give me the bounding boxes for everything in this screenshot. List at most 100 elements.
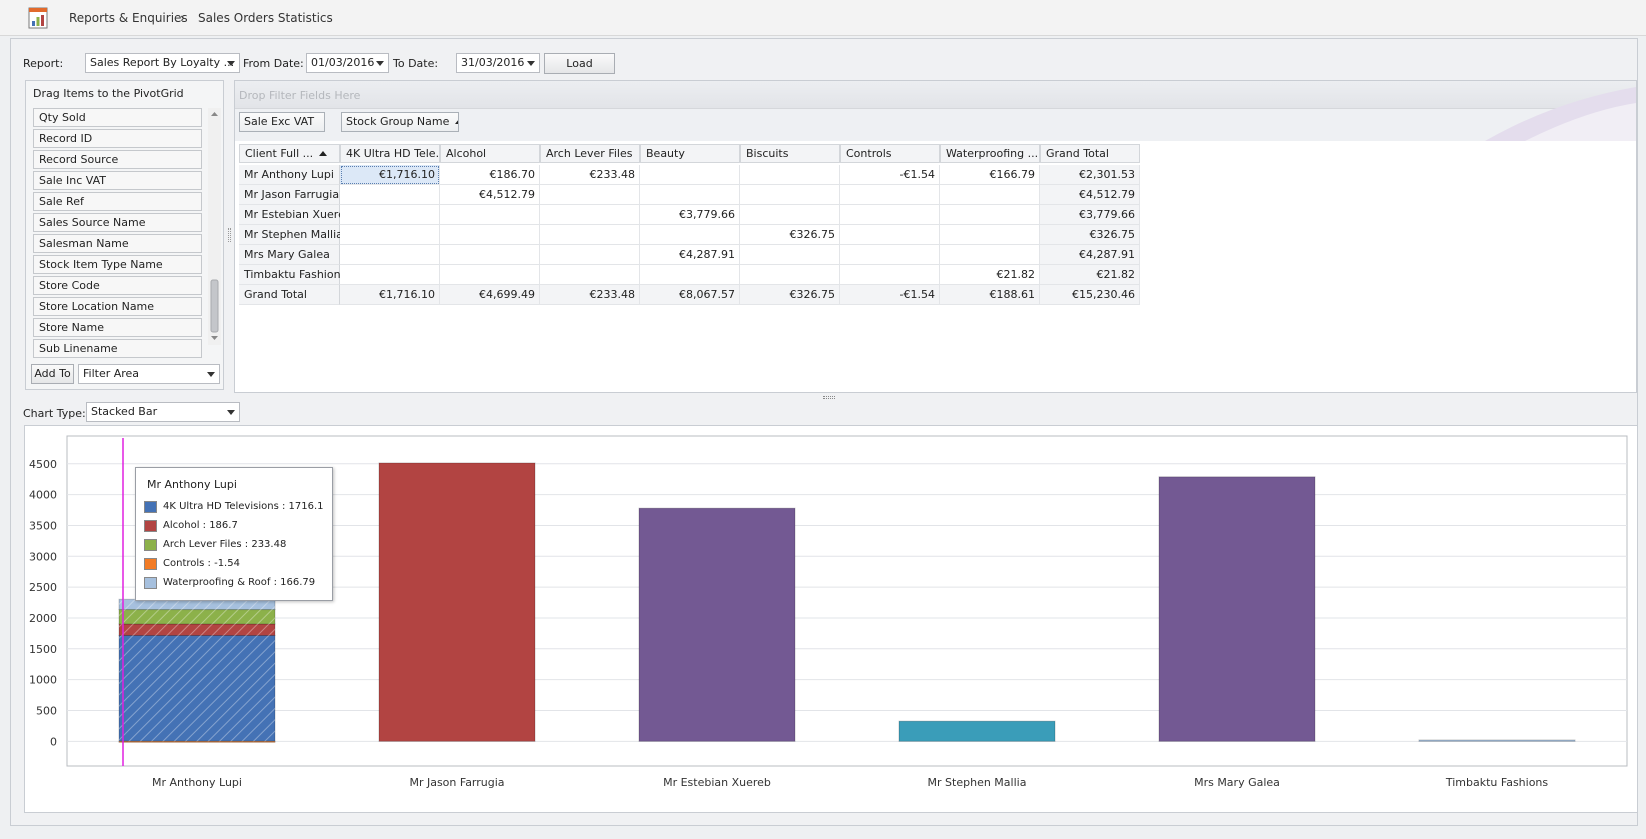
row-header[interactable]: Timbaktu Fashions (239, 265, 346, 285)
pivot-cell[interactable] (440, 205, 540, 225)
pivot-cell[interactable] (540, 245, 640, 265)
pivot-cell[interactable]: €4,512.79 (1040, 185, 1140, 205)
pivot-cell[interactable] (740, 245, 840, 265)
pivot-cell[interactable] (740, 205, 840, 225)
row-header[interactable]: Mr Estebian Xuereb (239, 205, 352, 225)
bar-segment[interactable] (118, 740, 276, 743)
pivot-cell[interactable] (840, 245, 940, 265)
pivot-cell[interactable] (340, 265, 440, 285)
column-header[interactable]: Beauty (640, 144, 740, 163)
pivot-cell[interactable] (440, 225, 540, 245)
pivot-cell[interactable] (540, 265, 640, 285)
column-header[interactable]: Waterproofing ... (940, 144, 1040, 163)
filter-drop-area[interactable]: Drop Filter Fields Here (235, 81, 1636, 109)
pivot-cell[interactable] (940, 225, 1040, 245)
pivot-cell[interactable] (940, 245, 1040, 265)
pivot-cell[interactable]: €2,301.53 (1040, 165, 1140, 185)
grand-total-row-header[interactable]: Grand Total (239, 285, 340, 305)
bar-segment[interactable] (1158, 476, 1316, 742)
bar-segment[interactable] (638, 507, 796, 742)
pivot-cell[interactable]: €4,699.49 (440, 285, 540, 305)
pivot-cell[interactable] (340, 205, 440, 225)
pivot-cell[interactable]: €233.48 (540, 285, 640, 305)
row-header[interactable]: Mr Anthony Lupi (239, 165, 340, 185)
field-list-item[interactable]: Record ID (33, 129, 202, 148)
column-field-stock-group-name[interactable]: Stock Group Name (341, 112, 459, 132)
pivot-cell[interactable] (640, 225, 740, 245)
pivot-cell[interactable]: €4,287.91 (640, 245, 740, 265)
row-header[interactable]: Mrs Mary Galea (239, 245, 340, 265)
column-header[interactable]: Biscuits (740, 144, 840, 163)
report-select[interactable]: Sales Report By Loyalty ... (85, 53, 240, 73)
pivot-cell[interactable] (640, 265, 740, 285)
chart-type-select[interactable]: Stacked Bar (86, 402, 240, 422)
pivot-cell[interactable] (740, 185, 840, 205)
pivot-cell[interactable]: €326.75 (1040, 225, 1140, 245)
to-date-picker[interactable]: 31/03/2016 (456, 53, 540, 73)
field-list-item[interactable]: Store Code (33, 276, 202, 295)
horizontal-splitter[interactable] (823, 396, 835, 399)
vertical-splitter[interactable] (228, 228, 231, 242)
field-list-item[interactable]: Salesman Name (33, 234, 202, 253)
pivot-cell[interactable]: €4,287.91 (1040, 245, 1140, 265)
pivot-cell[interactable] (940, 185, 1040, 205)
column-header[interactable]: Arch Lever Files (540, 144, 640, 163)
column-header[interactable]: Grand Total (1040, 144, 1140, 163)
add-to-area-select[interactable]: Filter Area (78, 364, 220, 384)
pivot-cell[interactable]: €15,230.46 (1040, 285, 1140, 305)
pivot-cell[interactable]: €4,512.79 (440, 185, 540, 205)
data-field-sale-exc-vat[interactable]: Sale Exc VAT (239, 112, 325, 132)
report-chart-icon[interactable] (28, 7, 48, 29)
pivot-cell[interactable] (740, 265, 840, 285)
pivot-cell[interactable] (540, 185, 640, 205)
from-date-picker[interactable]: 01/03/2016 (306, 53, 389, 73)
pivot-cell[interactable]: €326.75 (740, 285, 840, 305)
field-list-item[interactable]: Sub Linename (33, 339, 202, 358)
row-header[interactable]: Mr Stephen Mallia (239, 225, 343, 245)
pivot-cell[interactable]: €188.61 (940, 285, 1040, 305)
column-header[interactable]: Controls (840, 144, 940, 163)
field-list-item[interactable]: Qty Sold (33, 108, 202, 127)
pivot-cell[interactable]: €21.82 (1040, 265, 1140, 285)
pivot-cell[interactable] (840, 265, 940, 285)
column-header[interactable]: Alcohol (440, 144, 540, 163)
column-header[interactable]: 4K Ultra HD Tele... (340, 144, 440, 163)
pivot-cell[interactable] (740, 165, 840, 185)
pivot-cell[interactable]: €326.75 (740, 225, 840, 245)
field-list-item[interactable]: Stock Item Type Name (33, 255, 202, 274)
add-to-button[interactable]: Add To (31, 364, 74, 384)
pivot-cell[interactable] (340, 185, 440, 205)
pivot-cell[interactable]: -€1.54 (840, 165, 940, 185)
row-field-client-full-name[interactable]: Client Full ... (239, 144, 340, 163)
pivot-cell[interactable] (840, 225, 940, 245)
bar-segment[interactable] (898, 720, 1056, 742)
pivot-cell[interactable] (440, 265, 540, 285)
pivot-cell[interactable] (540, 205, 640, 225)
pivot-cell[interactable]: €233.48 (540, 165, 640, 185)
pivot-cell[interactable]: €8,067.57 (640, 285, 740, 305)
pivot-cell[interactable]: €186.70 (440, 165, 540, 185)
pivot-cell[interactable] (940, 205, 1040, 225)
load-button[interactable]: Load (544, 53, 615, 74)
field-list-item[interactable]: Store Location Name (33, 297, 202, 316)
pivot-cell[interactable] (340, 225, 440, 245)
pivot-cell[interactable] (640, 185, 740, 205)
pivot-cell[interactable]: €1,716.10 (340, 285, 440, 305)
field-list-item[interactable]: Sales Source Name (33, 213, 202, 232)
pivot-cell[interactable] (440, 245, 540, 265)
bar-segment[interactable] (378, 462, 536, 742)
field-list-item[interactable]: Store Name (33, 318, 202, 337)
pivot-cell[interactable]: €21.82 (940, 265, 1040, 285)
breadcrumb-reports-enquiries[interactable]: Reports & Enquiries (69, 11, 188, 25)
field-list-item[interactable]: Sale Inc VAT (33, 171, 202, 190)
pivot-cell[interactable]: -€1.54 (840, 285, 940, 305)
pivot-cell[interactable]: €1,716.10 (340, 165, 440, 185)
pivot-cell[interactable] (840, 185, 940, 205)
pivot-cell[interactable] (340, 245, 440, 265)
pivot-cell[interactable] (840, 205, 940, 225)
pivot-cell[interactable]: €166.79 (940, 165, 1040, 185)
pivot-cell[interactable] (540, 225, 640, 245)
field-list-item[interactable]: Record Source (33, 150, 202, 169)
pivot-cell[interactable]: €3,779.66 (640, 205, 740, 225)
field-list-item[interactable]: Sale Ref (33, 192, 202, 211)
